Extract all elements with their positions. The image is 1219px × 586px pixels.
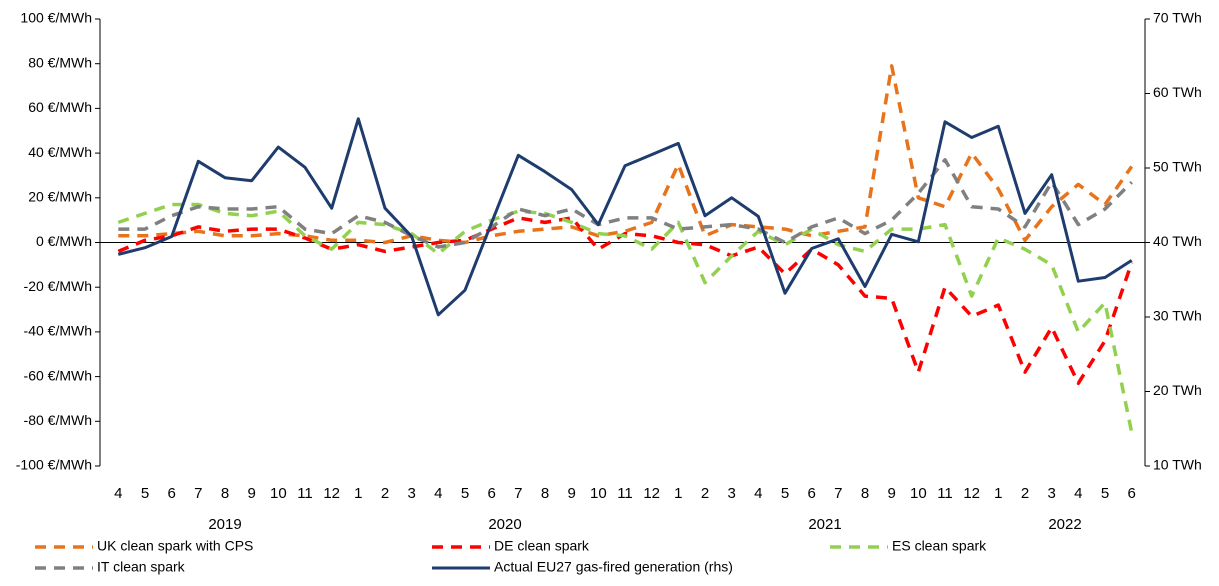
y-tick-label: 20 €/MWh [28,189,92,205]
x-group-label: 2022 [1048,516,1081,533]
x-tick-label: 11 [617,485,633,502]
series-line [117,202,1134,433]
legend-label: DE clean spark [494,538,590,554]
x-tick-label: 3 [727,485,735,502]
x-tick-label: 10 [910,485,927,502]
y-tick-label: -20 €/MWh [24,278,92,294]
x-tick-label: 8 [861,485,869,502]
legend-label: ES clean spark [892,538,987,554]
y-tick-label: -60 €/MWh [24,367,92,383]
x-tick-label: 9 [887,485,895,502]
x-tick-label: 1 [354,485,362,502]
x-tick-label: 5 [781,485,789,502]
x-tick-label: 6 [167,485,175,502]
y2-tick-label: 20 TWh [1153,382,1202,398]
x-tick-label: 9 [247,485,255,502]
x-tick-label: 5 [141,485,149,502]
y2-tick-label: 30 TWh [1153,308,1202,324]
series-line [117,216,1134,386]
y2-tick-label: 10 TWh [1153,457,1202,473]
x-tick-label: 6 [807,485,815,502]
x-tick-label: 12 [643,485,660,502]
x-tick-label: 10 [590,485,607,502]
x-tick-label: 4 [114,485,122,502]
x-tick-label: 7 [194,485,202,502]
legend-label: IT clean spark [97,559,186,575]
x-group-label: 2019 [208,516,241,533]
x-tick-label: 12 [963,485,980,502]
x-tick-label: 1 [994,485,1002,502]
y-tick-label: 60 €/MWh [28,99,92,115]
y2-tick-label: 60 TWh [1153,84,1202,100]
y2-tick-label: 70 TWh [1153,10,1202,26]
x-tick-label: 11 [297,485,313,502]
x-tick-label: 2 [381,485,389,502]
x-tick-label: 2 [1021,485,1029,502]
x-group-label: 2021 [808,516,841,533]
series-line [118,64,1134,245]
x-tick-label: 10 [270,485,287,502]
y-tick-label: -100 €/MWh [16,457,92,473]
x-tick-label: 4 [754,485,762,502]
x-tick-label: 9 [567,485,575,502]
x-tick-label: 11 [937,485,953,502]
y-tick-label: -40 €/MWh [24,323,92,339]
x-tick-label: 3 [407,485,415,502]
y-tick-label: 100 €/MWh [20,10,92,26]
series-line [117,117,1133,317]
y-tick-label: -80 €/MWh [24,412,92,428]
x-tick-label: 2 [701,485,709,502]
y-tick-label: 40 €/MWh [28,144,92,160]
y-tick-label: 80 €/MWh [28,54,92,70]
x-tick-label: 1 [674,485,682,502]
x-tick-label: 3 [1047,485,1055,502]
x-tick-label: 7 [834,485,842,502]
x-tick-label: 5 [461,485,469,502]
x-tick-label: 4 [434,485,442,502]
x-tick-label: 4 [1074,485,1082,502]
y2-tick-label: 40 TWh [1153,233,1202,249]
y2-tick-label: 50 TWh [1153,159,1202,175]
y-tick-label: 0 €/MWh [36,233,92,249]
legend-label: UK clean spark with CPS [97,538,253,554]
x-tick-label: 7 [514,485,522,502]
x-group-label: 2020 [488,516,521,533]
x-tick-label: 5 [1101,485,1109,502]
x-tick-label: 6 [1127,485,1135,502]
x-tick-label: 8 [221,485,229,502]
x-tick-label: 6 [487,485,495,502]
x-tick-label: 12 [323,485,340,502]
legend-label: Actual EU27 gas-fired generation (rhs) [494,559,733,575]
x-tick-label: 8 [541,485,549,502]
series-line [118,158,1133,249]
